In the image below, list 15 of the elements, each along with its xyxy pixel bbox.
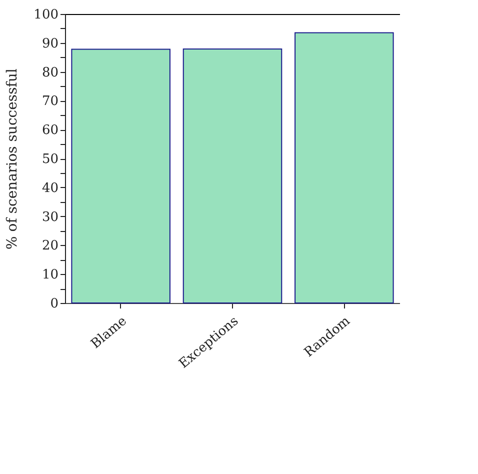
bar <box>71 48 170 304</box>
y-tick-label: 60 <box>42 123 58 138</box>
y-tick-label: 10 <box>42 268 58 283</box>
y-tick-label: 80 <box>42 65 58 80</box>
y-tick-label: 90 <box>42 36 58 52</box>
bar <box>182 48 282 304</box>
y-tick-label: 20 <box>42 238 58 254</box>
y-tick-label: 100 <box>34 8 58 22</box>
y-tick-label: 30 <box>42 210 58 225</box>
y-tick-label: 70 <box>42 94 58 110</box>
y-tick-label: 50 <box>42 152 58 167</box>
bar <box>294 32 394 304</box>
y-tick-label: 0 <box>50 296 58 312</box>
y-tick-label: 40 <box>42 180 58 196</box>
y-axis-title: % of scenarios successful <box>4 68 21 250</box>
